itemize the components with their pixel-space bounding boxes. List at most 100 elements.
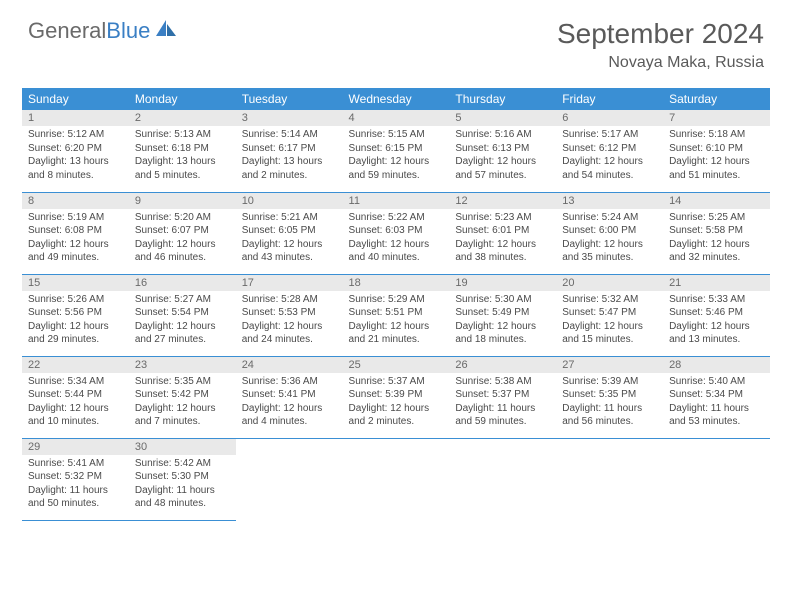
day-details: Sunrise: 5:27 AMSunset: 5:54 PMDaylight:… [129, 291, 236, 351]
calendar-cell: 9Sunrise: 5:20 AMSunset: 6:07 PMDaylight… [129, 192, 236, 274]
weekday-header: Tuesday [236, 88, 343, 110]
weekday-row: SundayMondayTuesdayWednesdayThursdayFrid… [22, 88, 770, 110]
day-number: 13 [556, 193, 663, 209]
weekday-header: Thursday [449, 88, 556, 110]
day-details: Sunrise: 5:26 AMSunset: 5:56 PMDaylight:… [22, 291, 129, 351]
day-details: Sunrise: 5:20 AMSunset: 6:07 PMDaylight:… [129, 209, 236, 269]
calendar-cell: 6Sunrise: 5:17 AMSunset: 6:12 PMDaylight… [556, 110, 663, 192]
day-number: 2 [129, 110, 236, 126]
calendar-row: 1Sunrise: 5:12 AMSunset: 6:20 PMDaylight… [22, 110, 770, 192]
day-number: 22 [22, 357, 129, 373]
brand-part1: General [28, 18, 106, 44]
day-number: 12 [449, 193, 556, 209]
page-header: GeneralBlue September 2024 Novaya Maka, … [0, 0, 792, 80]
day-details: Sunrise: 5:17 AMSunset: 6:12 PMDaylight:… [556, 126, 663, 186]
calendar-cell: 2Sunrise: 5:13 AMSunset: 6:18 PMDaylight… [129, 110, 236, 192]
day-number: 30 [129, 439, 236, 455]
day-details: Sunrise: 5:16 AMSunset: 6:13 PMDaylight:… [449, 126, 556, 186]
calendar-cell: 17Sunrise: 5:28 AMSunset: 5:53 PMDayligh… [236, 274, 343, 356]
day-number: 27 [556, 357, 663, 373]
day-number: 25 [343, 357, 450, 373]
title-block: September 2024 Novaya Maka, Russia [557, 18, 764, 72]
calendar-cell: 19Sunrise: 5:30 AMSunset: 5:49 PMDayligh… [449, 274, 556, 356]
calendar-cell: 14Sunrise: 5:25 AMSunset: 5:58 PMDayligh… [663, 192, 770, 274]
calendar-cell: 21Sunrise: 5:33 AMSunset: 5:46 PMDayligh… [663, 274, 770, 356]
brand-part2: Blue [106, 18, 150, 44]
calendar-head: SundayMondayTuesdayWednesdayThursdayFrid… [22, 88, 770, 110]
day-details: Sunrise: 5:41 AMSunset: 5:32 PMDaylight:… [22, 455, 129, 515]
day-details: Sunrise: 5:40 AMSunset: 5:34 PMDaylight:… [663, 373, 770, 433]
day-details: Sunrise: 5:18 AMSunset: 6:10 PMDaylight:… [663, 126, 770, 186]
day-number: 1 [22, 110, 129, 126]
day-details: Sunrise: 5:13 AMSunset: 6:18 PMDaylight:… [129, 126, 236, 186]
day-details: Sunrise: 5:15 AMSunset: 6:15 PMDaylight:… [343, 126, 450, 186]
location-label: Novaya Maka, Russia [557, 54, 764, 72]
day-details: Sunrise: 5:29 AMSunset: 5:51 PMDaylight:… [343, 291, 450, 351]
day-number: 4 [343, 110, 450, 126]
day-number: 3 [236, 110, 343, 126]
calendar-cell: 27Sunrise: 5:39 AMSunset: 5:35 PMDayligh… [556, 356, 663, 438]
day-number: 26 [449, 357, 556, 373]
day-number: 23 [129, 357, 236, 373]
calendar-cell: 16Sunrise: 5:27 AMSunset: 5:54 PMDayligh… [129, 274, 236, 356]
calendar-row: 29Sunrise: 5:41 AMSunset: 5:32 PMDayligh… [22, 438, 770, 520]
day-number: 28 [663, 357, 770, 373]
day-details: Sunrise: 5:35 AMSunset: 5:42 PMDaylight:… [129, 373, 236, 433]
day-number: 8 [22, 193, 129, 209]
day-number: 18 [343, 275, 450, 291]
calendar-cell: 29Sunrise: 5:41 AMSunset: 5:32 PMDayligh… [22, 438, 129, 520]
day-details: Sunrise: 5:42 AMSunset: 5:30 PMDaylight:… [129, 455, 236, 515]
calendar-row: 22Sunrise: 5:34 AMSunset: 5:44 PMDayligh… [22, 356, 770, 438]
day-number: 5 [449, 110, 556, 126]
day-number: 10 [236, 193, 343, 209]
day-number: 24 [236, 357, 343, 373]
day-number: 7 [663, 110, 770, 126]
calendar-cell: 10Sunrise: 5:21 AMSunset: 6:05 PMDayligh… [236, 192, 343, 274]
day-details: Sunrise: 5:38 AMSunset: 5:37 PMDaylight:… [449, 373, 556, 433]
calendar-cell: 8Sunrise: 5:19 AMSunset: 6:08 PMDaylight… [22, 192, 129, 274]
day-details: Sunrise: 5:33 AMSunset: 5:46 PMDaylight:… [663, 291, 770, 351]
calendar-cell: 30Sunrise: 5:42 AMSunset: 5:30 PMDayligh… [129, 438, 236, 520]
calendar-cell: 15Sunrise: 5:26 AMSunset: 5:56 PMDayligh… [22, 274, 129, 356]
calendar-cell: 24Sunrise: 5:36 AMSunset: 5:41 PMDayligh… [236, 356, 343, 438]
day-details: Sunrise: 5:12 AMSunset: 6:20 PMDaylight:… [22, 126, 129, 186]
day-number: 9 [129, 193, 236, 209]
day-number: 6 [556, 110, 663, 126]
calendar-cell [343, 438, 450, 520]
month-title: September 2024 [557, 18, 764, 50]
calendar-cell: 3Sunrise: 5:14 AMSunset: 6:17 PMDaylight… [236, 110, 343, 192]
weekday-header: Friday [556, 88, 663, 110]
weekday-header: Monday [129, 88, 236, 110]
day-number: 14 [663, 193, 770, 209]
weekday-header: Saturday [663, 88, 770, 110]
calendar-row: 15Sunrise: 5:26 AMSunset: 5:56 PMDayligh… [22, 274, 770, 356]
day-details: Sunrise: 5:19 AMSunset: 6:08 PMDaylight:… [22, 209, 129, 269]
calendar-cell: 4Sunrise: 5:15 AMSunset: 6:15 PMDaylight… [343, 110, 450, 192]
calendar-cell: 26Sunrise: 5:38 AMSunset: 5:37 PMDayligh… [449, 356, 556, 438]
calendar-cell: 1Sunrise: 5:12 AMSunset: 6:20 PMDaylight… [22, 110, 129, 192]
calendar-cell: 7Sunrise: 5:18 AMSunset: 6:10 PMDaylight… [663, 110, 770, 192]
calendar-cell [236, 438, 343, 520]
day-details: Sunrise: 5:23 AMSunset: 6:01 PMDaylight:… [449, 209, 556, 269]
calendar-table: SundayMondayTuesdayWednesdayThursdayFrid… [22, 88, 770, 521]
day-details: Sunrise: 5:36 AMSunset: 5:41 PMDaylight:… [236, 373, 343, 433]
sail-icon [154, 18, 178, 44]
calendar-cell: 18Sunrise: 5:29 AMSunset: 5:51 PMDayligh… [343, 274, 450, 356]
calendar-cell: 11Sunrise: 5:22 AMSunset: 6:03 PMDayligh… [343, 192, 450, 274]
day-details: Sunrise: 5:39 AMSunset: 5:35 PMDaylight:… [556, 373, 663, 433]
calendar-row: 8Sunrise: 5:19 AMSunset: 6:08 PMDaylight… [22, 192, 770, 274]
calendar-cell: 22Sunrise: 5:34 AMSunset: 5:44 PMDayligh… [22, 356, 129, 438]
day-details: Sunrise: 5:24 AMSunset: 6:00 PMDaylight:… [556, 209, 663, 269]
day-details: Sunrise: 5:25 AMSunset: 5:58 PMDaylight:… [663, 209, 770, 269]
calendar-body: 1Sunrise: 5:12 AMSunset: 6:20 PMDaylight… [22, 110, 770, 520]
day-number: 20 [556, 275, 663, 291]
weekday-header: Wednesday [343, 88, 450, 110]
calendar-cell: 13Sunrise: 5:24 AMSunset: 6:00 PMDayligh… [556, 192, 663, 274]
calendar-cell [449, 438, 556, 520]
day-details: Sunrise: 5:30 AMSunset: 5:49 PMDaylight:… [449, 291, 556, 351]
day-number: 11 [343, 193, 450, 209]
calendar-cell: 20Sunrise: 5:32 AMSunset: 5:47 PMDayligh… [556, 274, 663, 356]
day-details: Sunrise: 5:21 AMSunset: 6:05 PMDaylight:… [236, 209, 343, 269]
day-details: Sunrise: 5:34 AMSunset: 5:44 PMDaylight:… [22, 373, 129, 433]
day-details: Sunrise: 5:37 AMSunset: 5:39 PMDaylight:… [343, 373, 450, 433]
